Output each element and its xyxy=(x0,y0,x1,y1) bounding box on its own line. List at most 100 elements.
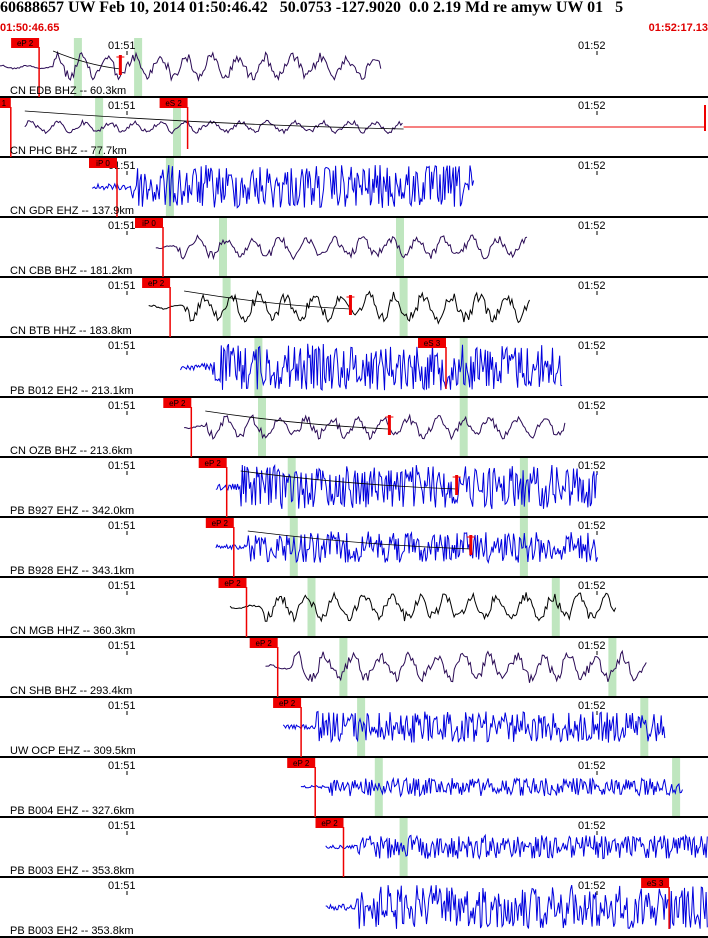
station-label: PB B927 EHZ -- 342.0km xyxy=(10,505,134,517)
p-pick-label: iP 0 xyxy=(96,159,110,168)
waveform xyxy=(180,343,563,392)
coda-decay-curve xyxy=(205,410,390,430)
time-window-band xyxy=(608,638,617,696)
station-label: CN OZB BHZ -- 213.6km xyxy=(10,445,132,457)
s-pick-flag xyxy=(641,878,670,888)
p-pick-label: eP 2 xyxy=(293,759,310,768)
waveform xyxy=(325,884,708,930)
station-label: CN EDB BHZ -- 60.3km xyxy=(10,85,126,97)
waveform xyxy=(148,290,530,325)
time-tick-label: 01:51 xyxy=(108,100,136,112)
p-pick-label: eP 2 xyxy=(205,459,222,468)
trace-row: 01:51 01:52 eS 3 PB B012 EH2 -- 213.1km xyxy=(0,338,708,398)
station-label: CN SHB BHZ -- 293.4km xyxy=(10,685,132,697)
time-window-band xyxy=(459,338,468,396)
waveform xyxy=(282,710,666,744)
p-pick-flag xyxy=(315,818,344,828)
time-tick-label: 01:52 xyxy=(578,340,606,352)
p-pick-flag xyxy=(218,578,247,588)
s-pick-label: eS 3 xyxy=(424,339,441,348)
time-tick-label: 01:51 xyxy=(108,640,136,652)
time-tick-label: 01:51 xyxy=(108,760,136,772)
station-label: PB B928 EHZ -- 343.1km xyxy=(10,565,134,577)
trace-row: 01:51 01:52 P 0 1 eS 2 CN PHC BHZ -- 77.7km xyxy=(0,98,708,158)
coda-decay-curve xyxy=(247,530,471,550)
trace-row: 01:51 01:52 eP 2 CN SHB BHZ -- 293.4km xyxy=(0,638,708,698)
waveform xyxy=(325,833,708,860)
waveform xyxy=(229,591,617,623)
station-label: PB B012 EH2 -- 213.1km xyxy=(10,385,134,397)
time-tick-label: 01:52 xyxy=(578,400,606,412)
coda-decay-curve xyxy=(240,470,457,490)
time-tick-label: 01:51 xyxy=(108,280,136,292)
station-label: PB B004 EHZ -- 327.6km xyxy=(10,805,134,817)
time-window-band xyxy=(399,278,408,336)
time-window-band xyxy=(374,758,383,816)
time-tick-label: 01:52 xyxy=(578,160,606,172)
station-label: CN MGB HHZ -- 360.3km xyxy=(10,625,135,637)
p-pick-label: eP 2 xyxy=(212,519,229,528)
coda-decay-curve xyxy=(24,110,404,130)
p-pick-flag xyxy=(89,158,117,168)
time-tick-label: 01:52 xyxy=(578,640,606,652)
trace-row: 01:51 01:52 eP 2 PB B003 EHZ -- 353.8km xyxy=(0,818,708,878)
time-window-band xyxy=(258,398,266,456)
p-pick-flag xyxy=(163,398,192,408)
coda-decay-curve xyxy=(184,290,351,310)
time-tick-label: 01:52 xyxy=(578,760,606,772)
coda-decay-curve xyxy=(52,50,121,70)
time-tick-label: 01:52 xyxy=(578,520,606,532)
p-pick-label: eP 2 xyxy=(279,699,296,708)
trace-row: 01:51 01:52 eP 2 CN EDB BHZ -- 60.3km xyxy=(0,38,708,98)
waveform xyxy=(265,649,647,683)
trace-row: 01:51 01:52 eP 2 PB B004 EHZ -- 327.6km xyxy=(0,758,708,818)
p-pick-flag xyxy=(142,278,171,288)
time-window-band xyxy=(396,218,404,276)
event-title: 60688657 UW Feb 10, 2014 01:50:46.42 50.… xyxy=(0,0,624,16)
trace-row: 01:51 01:52 eP 2 CN OZB BHZ -- 213.6km xyxy=(0,398,708,458)
time-window-band xyxy=(357,698,366,756)
p-pick-label: eP 2 xyxy=(169,399,186,408)
waveform xyxy=(0,50,382,82)
trace-row: 01:51 01:52 eS 3 PB B003 EH2 -- 353.8km xyxy=(0,878,708,938)
time-tick-label: 01:51 xyxy=(108,520,136,532)
time-tick-label: 01:52 xyxy=(578,820,606,832)
time-tick-label: 01:51 xyxy=(108,400,136,412)
time-tick-label: 01:51 xyxy=(108,40,136,52)
station-label: UW OCP EHZ -- 309.5km xyxy=(10,745,136,757)
time-window-band xyxy=(73,38,82,96)
station-label: CN PHC BHZ -- 77.7km xyxy=(10,145,127,157)
s-pick-label: eS 3 xyxy=(647,879,664,888)
time-tick-label: 01:52 xyxy=(578,700,606,712)
p-pick-flag xyxy=(11,38,40,48)
time-tick-label: 01:52 xyxy=(578,100,606,112)
time-window-band xyxy=(134,38,143,96)
time-window-band xyxy=(640,698,649,756)
p-pick-flag xyxy=(198,458,227,468)
time-tick-label: 01:51 xyxy=(108,820,136,832)
time-window-band xyxy=(173,98,181,156)
waveform xyxy=(215,531,598,564)
p-pick-label: eP 2 xyxy=(321,819,338,828)
time-tick-label: 01:51 xyxy=(108,340,136,352)
time-window-band xyxy=(339,638,348,696)
waveform xyxy=(91,164,475,209)
p-pick-label: P 0 1 xyxy=(0,99,7,108)
s-pick-flag xyxy=(418,338,446,348)
time-tick-label: 01:52 xyxy=(578,880,606,892)
end-time-label: 01:52:17.13 xyxy=(648,22,708,34)
waveform xyxy=(184,413,566,441)
station-label: CN CBB BHZ -- 181.2km xyxy=(10,265,132,277)
p-pick-flag xyxy=(273,698,302,708)
time-window-band xyxy=(95,98,104,156)
time-tick-label: 01:52 xyxy=(578,40,606,52)
s-pick-flag xyxy=(159,98,188,108)
time-tick-label: 01:51 xyxy=(108,580,136,592)
header: 60688657 UW Feb 10, 2014 01:50:46.42 50.… xyxy=(0,0,708,37)
station-label: CN GDR EHZ -- 137.9km xyxy=(10,205,134,217)
p-pick-flag xyxy=(135,218,163,228)
station-label: PB B003 EHZ -- 353.8km xyxy=(10,865,134,877)
time-window-band xyxy=(287,458,296,516)
